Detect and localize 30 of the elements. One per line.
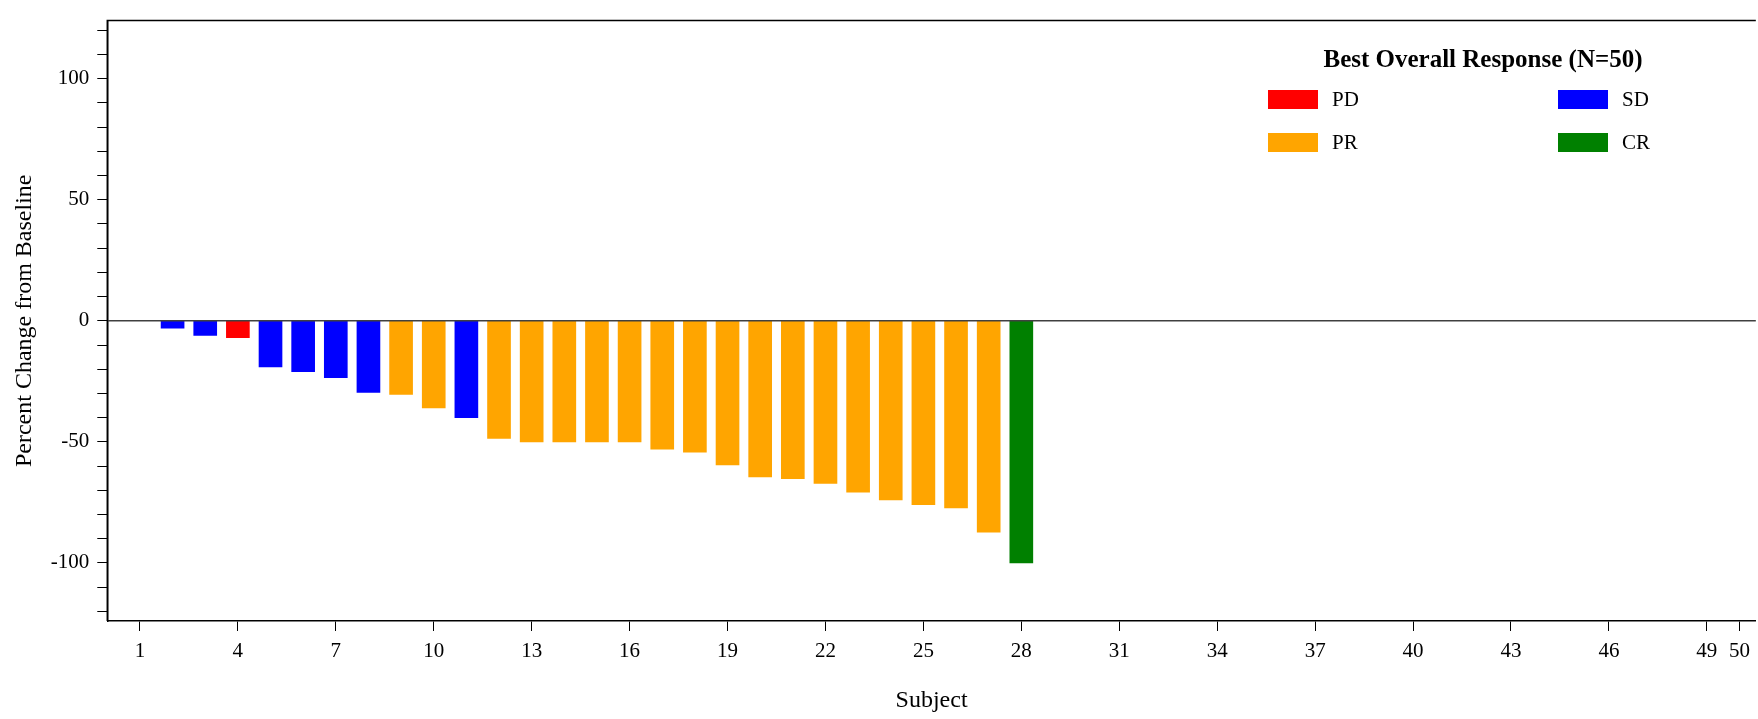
x-tick-label: 31 bbox=[1108, 638, 1130, 663]
x-tick-label: 34 bbox=[1206, 638, 1229, 663]
x-tick-label: 10 bbox=[423, 638, 445, 663]
y-tick-label: 100 bbox=[57, 65, 90, 90]
x-tick-label: 1 bbox=[134, 638, 146, 663]
legend-label: SD bbox=[1622, 87, 1649, 112]
y-tick-label: -50 bbox=[61, 428, 90, 453]
x-tick-label: 46 bbox=[1598, 638, 1620, 663]
y-axis-title: Percent Change from Baseline bbox=[9, 174, 36, 468]
x-tick-label: 28 bbox=[1010, 638, 1032, 663]
x-tick-label: 40 bbox=[1402, 638, 1424, 663]
x-axis-title: Subject bbox=[895, 685, 968, 712]
x-tick-label: 43 bbox=[1500, 638, 1522, 663]
x-tick-label: 37 bbox=[1304, 638, 1326, 663]
x-tick-label: 16 bbox=[619, 638, 641, 663]
y-tick-label: -100 bbox=[50, 549, 90, 574]
x-tick-label: 7 bbox=[330, 638, 342, 663]
x-tick-label: 4 bbox=[232, 638, 244, 663]
legend-label: PR bbox=[1332, 130, 1358, 155]
legend-title: Best Overall Response (N=50) bbox=[1322, 45, 1644, 73]
y-tick-label: 0 bbox=[78, 307, 90, 332]
legend-label: PD bbox=[1332, 87, 1359, 112]
x-tick-label: 19 bbox=[717, 638, 739, 663]
x-tick-label: 22 bbox=[814, 638, 836, 663]
x-tick-label: 50 bbox=[1729, 638, 1750, 663]
x-tick-label: 25 bbox=[912, 638, 934, 663]
x-tick-label: 13 bbox=[521, 638, 543, 663]
legend-label: CR bbox=[1622, 130, 1651, 155]
x-tick-label: 49 bbox=[1696, 638, 1718, 663]
y-tick-label: 50 bbox=[68, 186, 90, 211]
